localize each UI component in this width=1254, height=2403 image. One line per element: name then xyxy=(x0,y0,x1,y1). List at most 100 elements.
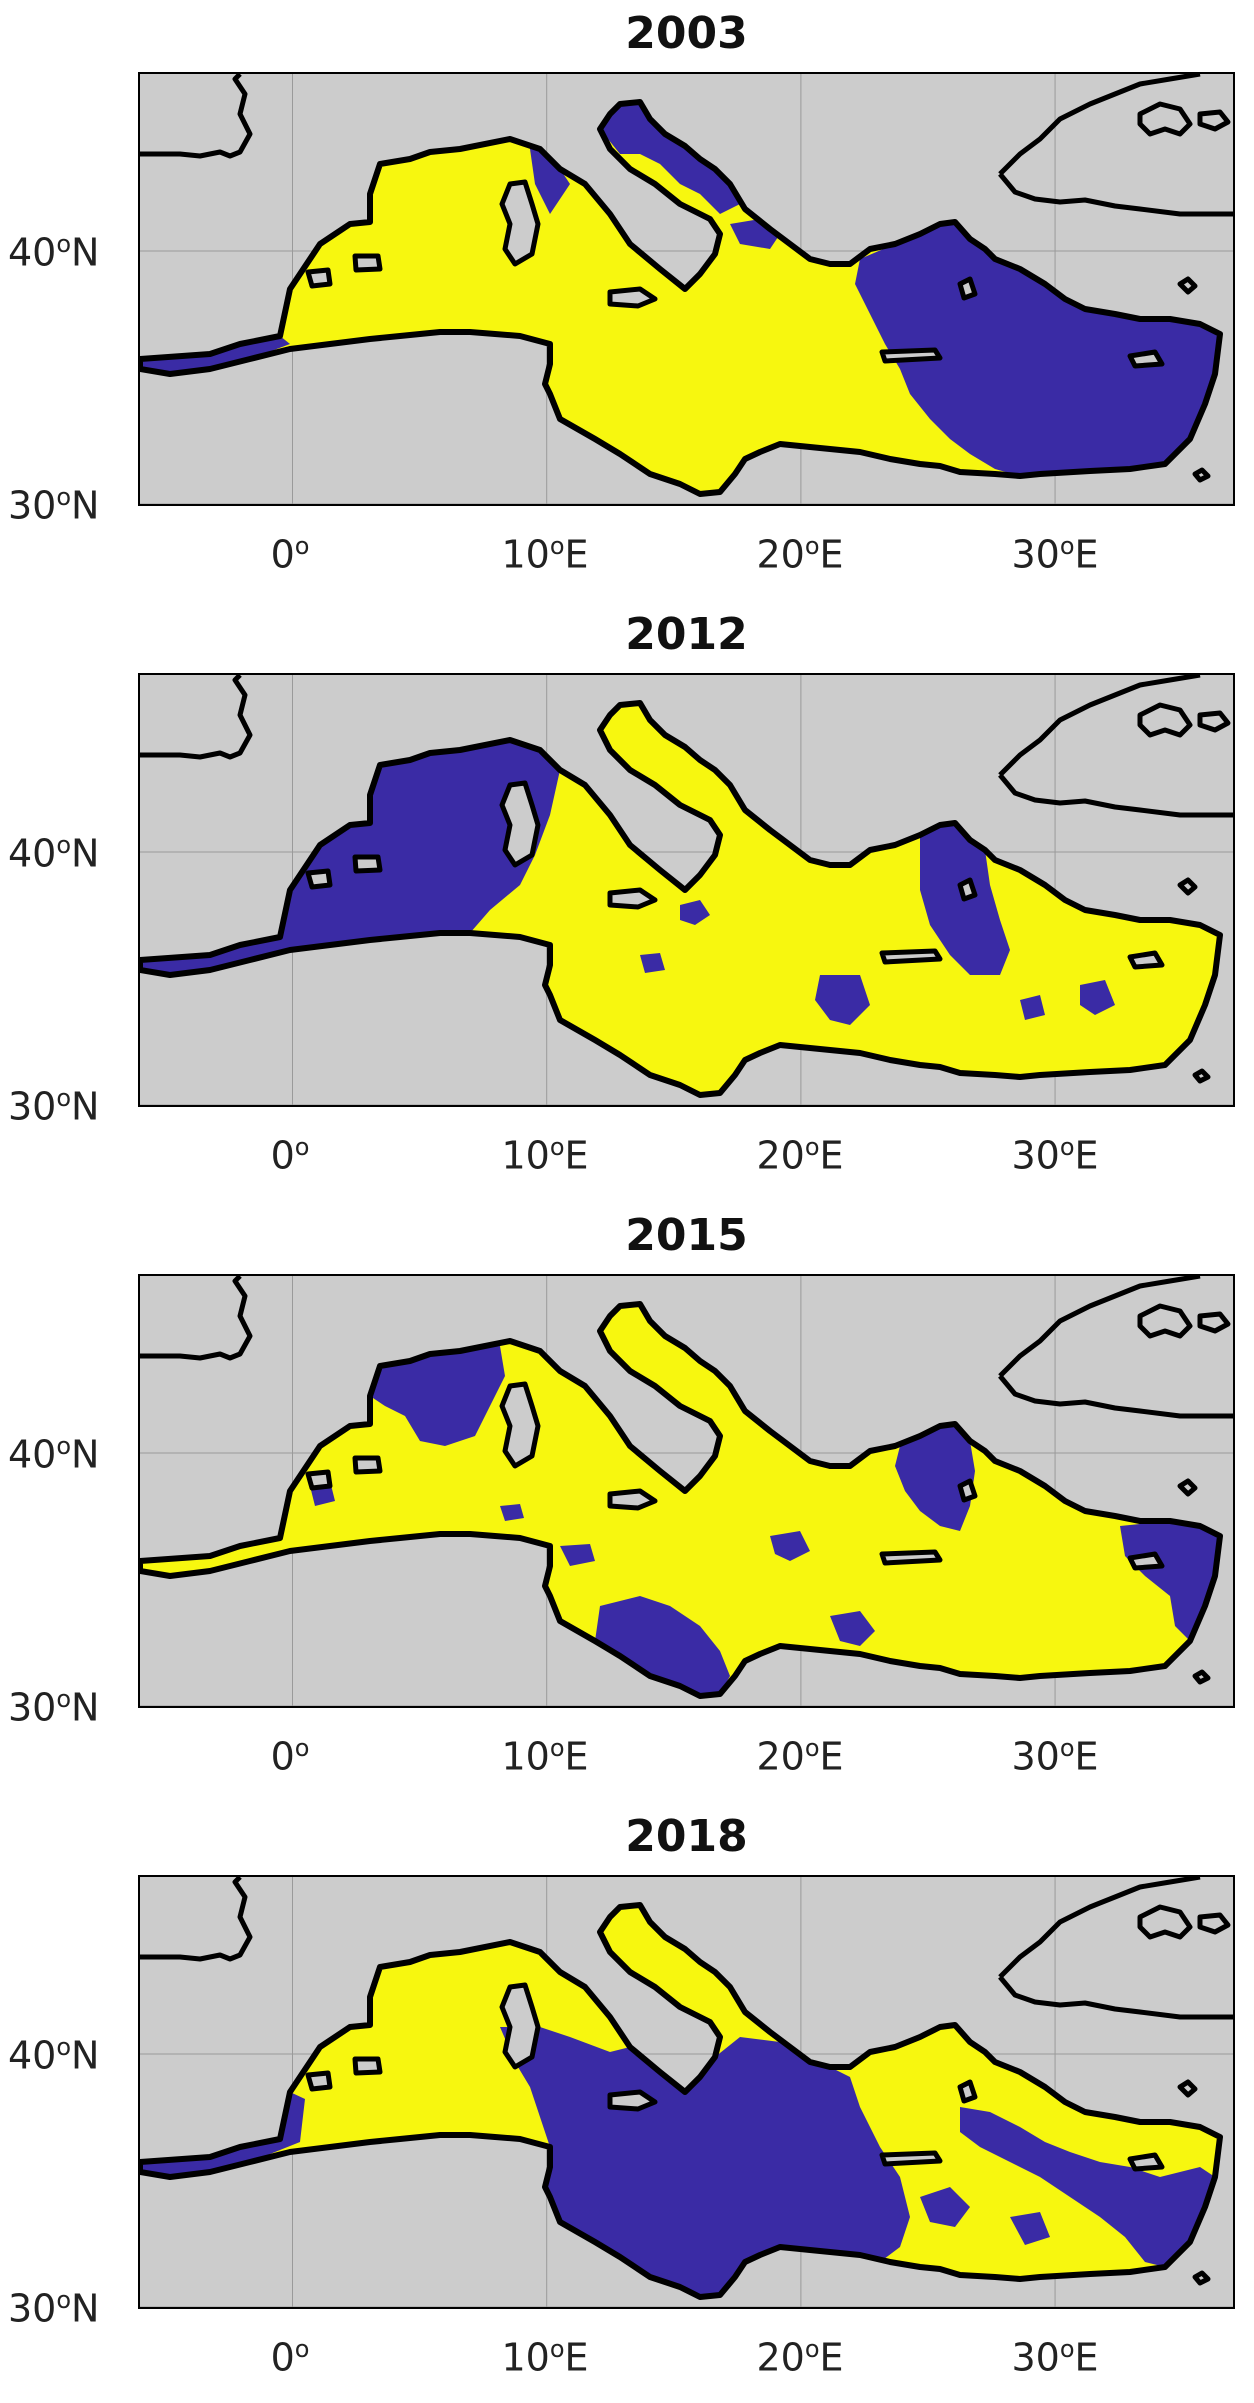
land-border-3 xyxy=(1137,1904,1193,1940)
island-4 xyxy=(879,948,943,965)
lon-tick-label-30: 30oE xyxy=(1011,2335,1099,2380)
lon-tick-label-30: 30oE xyxy=(1011,1734,1099,1779)
land-border-0 xyxy=(140,675,253,760)
island-3 xyxy=(607,887,658,910)
class-b-region-0 xyxy=(370,1346,505,1446)
map-area xyxy=(138,1274,1235,1708)
land-border-1 xyxy=(998,675,1201,777)
map-svg xyxy=(140,1877,1233,2307)
island-5 xyxy=(1127,1551,1165,1571)
class-b-region-4 xyxy=(1010,2212,1050,2245)
class-b-region-4 xyxy=(595,1596,730,1696)
sea-coastline xyxy=(140,99,1223,497)
land-border-1 xyxy=(998,74,1201,176)
land-border-4 xyxy=(1197,1311,1231,1334)
map-svg xyxy=(140,74,1233,504)
sea-coastline xyxy=(140,1902,1223,2300)
island-1 xyxy=(305,267,333,289)
lon-tick-label-10: 10oE xyxy=(501,532,589,577)
coastline xyxy=(140,1276,1233,1699)
land-border-6 xyxy=(1192,1068,1211,1084)
lon-tick-label-0: 0o xyxy=(270,1734,310,1779)
map-svg xyxy=(140,1276,1233,1706)
map-svg xyxy=(140,675,1233,1105)
island-6 xyxy=(957,276,978,301)
class-b-region-8 xyxy=(500,1504,524,1521)
class-b-region-3 xyxy=(920,2187,970,2227)
lon-tick-label-20: 20oE xyxy=(756,1734,844,1779)
island-1 xyxy=(305,868,333,890)
lat-tick-label-30: 30oN xyxy=(8,2286,100,2331)
panel-title: 2018 xyxy=(625,1811,748,1862)
land-border-2 xyxy=(998,172,1233,217)
land-border-6 xyxy=(1192,2270,1211,2286)
map-area xyxy=(138,72,1235,506)
island-2 xyxy=(352,854,383,874)
island-1 xyxy=(305,2070,333,2092)
lon-tick-label-0: 0o xyxy=(270,1133,310,1178)
map-panel-2012: 2012 40oN 30oN 0o 10oE 20oE 30oE xyxy=(0,601,1254,1201)
island-6 xyxy=(957,877,978,902)
land-border-6 xyxy=(1192,467,1211,483)
sea-coastline xyxy=(140,700,1223,1098)
land-border-0 xyxy=(140,74,253,159)
island-5 xyxy=(1127,950,1165,970)
lat-tick-label-30: 30oN xyxy=(8,483,100,528)
map-panel-2018: 2018 40oN 30oN 0o 10oE 20oE 30oE xyxy=(0,1803,1254,2403)
island-6 xyxy=(957,2079,978,2104)
class-b-region-3 xyxy=(680,900,710,925)
class-b-region-5 xyxy=(770,1531,810,1561)
island-0 xyxy=(499,179,541,267)
land-border-6 xyxy=(1192,1669,1211,1685)
land-border-2 xyxy=(998,1374,1233,1419)
lon-tick-label-10: 10oE xyxy=(501,1734,589,1779)
class-b-region-3 xyxy=(1120,1521,1220,1641)
land-border-5 xyxy=(1177,877,1198,896)
land-border-5 xyxy=(1177,2079,1198,2098)
coastline xyxy=(140,74,1233,497)
panel-title: 2015 xyxy=(625,1210,748,1261)
coastline xyxy=(140,675,1233,1098)
map-panel-2003: 2003 40oN 30oN 0o 10oE 20oE 30oE xyxy=(0,0,1254,600)
island-0 xyxy=(499,1381,541,1469)
lat-tick-label-40: 40oN xyxy=(8,1432,100,1477)
land-border-2 xyxy=(998,1975,1233,2020)
class-b-region-1 xyxy=(500,2027,910,2297)
class-b-region-2 xyxy=(815,975,870,1025)
island-3 xyxy=(607,2089,658,2112)
lat-tick-label-40: 40oN xyxy=(8,831,100,876)
lon-tick-label-20: 20oE xyxy=(756,1133,844,1178)
class-b-region-2 xyxy=(600,102,740,214)
class-b-region-2 xyxy=(960,2107,1215,2267)
lon-tick-label-10: 10oE xyxy=(501,1133,589,1178)
map-area xyxy=(138,673,1235,1107)
class-b-region-1 xyxy=(530,149,570,214)
land-border-2 xyxy=(998,773,1233,818)
class-b-region-6 xyxy=(830,1611,875,1646)
land-border-4 xyxy=(1197,710,1231,733)
lon-tick-label-30: 30oE xyxy=(1011,532,1099,577)
lon-tick-label-0: 0o xyxy=(270,532,310,577)
island-2 xyxy=(352,2056,383,2076)
land-border-3 xyxy=(1137,101,1193,137)
island-3 xyxy=(607,1488,658,1511)
lat-tick-label-40: 40oN xyxy=(8,230,100,275)
land-border-0 xyxy=(140,1877,253,1962)
class-b-region-4 xyxy=(855,222,1220,476)
island-4 xyxy=(879,2150,943,2167)
island-4 xyxy=(879,1549,943,1566)
panel-title: 2003 xyxy=(625,8,748,59)
island-4 xyxy=(879,347,943,364)
class-b-regions xyxy=(310,1346,1220,1696)
class-b-region-5 xyxy=(1020,995,1045,1020)
class-b-region-0 xyxy=(140,740,560,975)
class-b-region-7 xyxy=(560,1544,595,1566)
lat-tick-label-30: 30oN xyxy=(8,1084,100,1129)
lon-tick-label-30: 30oE xyxy=(1011,1133,1099,1178)
land-border-3 xyxy=(1137,702,1193,738)
class-b-region-6 xyxy=(640,953,665,973)
land-border-1 xyxy=(998,1276,1201,1378)
island-6 xyxy=(957,1478,978,1503)
island-5 xyxy=(1127,349,1165,369)
land-border-0 xyxy=(140,1276,253,1361)
